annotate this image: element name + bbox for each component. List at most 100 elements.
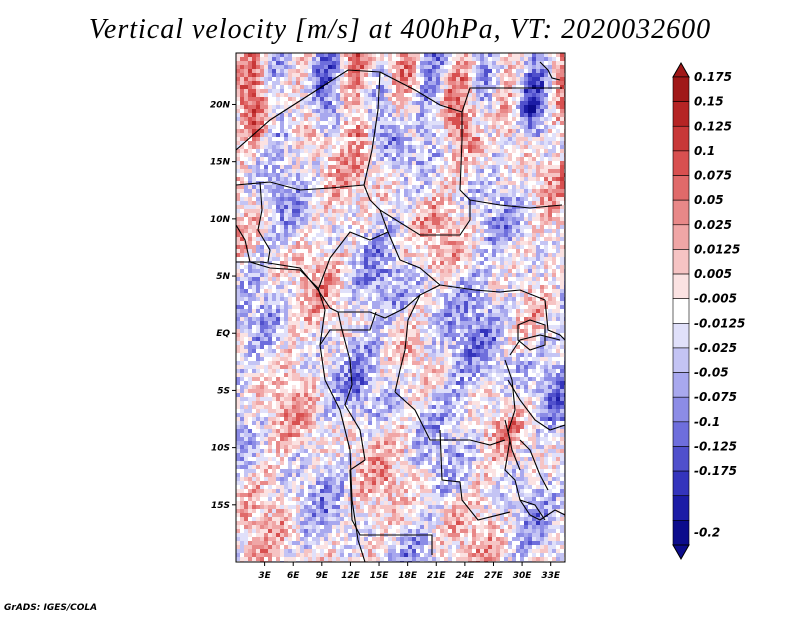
field-cell [440,169,444,173]
field-cell [464,257,468,261]
field-cell [264,129,268,133]
field-cell [452,253,456,257]
field-cell [348,281,352,285]
field-cell [468,173,472,177]
field-cell [364,145,368,149]
field-cell [556,169,560,173]
field-cell [360,245,364,249]
field-cell [496,61,500,65]
field-cell [372,89,376,93]
field-cell [324,261,328,265]
field-cell [412,149,416,153]
field-cell [464,113,468,117]
field-cell [348,97,352,101]
field-cell [300,261,304,265]
field-cell [340,121,344,125]
field-cell [380,141,384,145]
field-cell [324,85,328,89]
field-cell [248,209,252,213]
field-cell [344,177,348,181]
field-cell [412,113,416,117]
field-cell [240,249,244,253]
field-cell [384,209,388,213]
field-cell [380,181,384,185]
field-cell [524,129,528,133]
field-cell [280,165,284,169]
field-cell [244,109,248,113]
field-cell [492,237,496,241]
field-cell [456,245,460,249]
field-cell [468,61,472,65]
field-cell [556,137,560,141]
field-cell [332,237,336,241]
field-cell [536,181,540,185]
field-cell [520,245,524,249]
field-cell [320,173,324,177]
field-cell [480,241,484,245]
field-cell [324,129,328,133]
field-cell [252,161,256,165]
field-cell [452,277,456,281]
field-cell [324,117,328,121]
field-cell [480,269,484,273]
field-cell [436,209,440,213]
field-cell [488,149,492,153]
field-cell [396,269,400,273]
field-cell [424,153,428,157]
field-cell [352,81,356,85]
field-cell [468,225,472,229]
field-cell [356,189,360,193]
field-cell [256,117,260,121]
field-cell [252,273,256,277]
field-cell [312,233,316,237]
field-cell [488,217,492,221]
field-cell [492,105,496,109]
field-cell [312,165,316,169]
field-cell [436,161,440,165]
field-cell [500,249,504,253]
field-cell [264,289,268,293]
field-cell [340,165,344,169]
field-cell [420,129,424,133]
field-cell [380,129,384,133]
field-cell [456,201,460,205]
field-cell [500,125,504,129]
field-cell [312,65,316,69]
field-cell [268,273,272,277]
field-cell [356,165,360,169]
field-cell [252,185,256,189]
field-cell [512,85,516,89]
field-cell [264,217,268,221]
field-cell [312,117,316,121]
field-cell [236,69,240,73]
field-cell [364,85,368,89]
field-cell [436,153,440,157]
field-cell [508,125,512,129]
field-cell [528,169,532,173]
field-cell [312,213,316,217]
field-cell [388,165,392,169]
field-cell [476,97,480,101]
field-cell [360,113,364,117]
field-cell [460,89,464,93]
field-cell [240,181,244,185]
field-cell [456,133,460,137]
field-cell [480,129,484,133]
field-cell [500,253,504,257]
field-cell [512,141,516,145]
field-cell [420,265,424,269]
field-cell [244,105,248,109]
field-cell [372,185,376,189]
field-cell [432,85,436,89]
field-cell [280,133,284,137]
field-cell [288,257,292,261]
field-cell [500,105,504,109]
field-cell [400,153,404,157]
field-cell [248,133,252,137]
field-cell [548,201,552,205]
field-cell [344,201,348,205]
field-cell [432,61,436,65]
field-cell [484,169,488,173]
field-cell [348,149,352,153]
field-cell [468,117,472,121]
